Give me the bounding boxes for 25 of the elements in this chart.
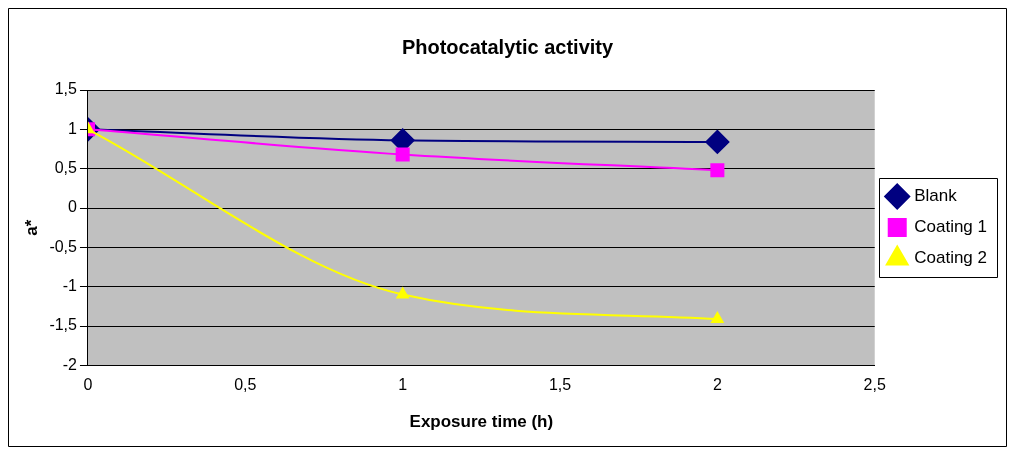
x-tick-label: 0,5 bbox=[234, 376, 257, 394]
x-tick-label: 2,5 bbox=[863, 376, 886, 394]
x-tick-label: 0 bbox=[83, 376, 93, 394]
y-tick-label: -1,5 bbox=[49, 316, 78, 334]
y-tick-label: -0,5 bbox=[49, 237, 78, 255]
legend-label: Blank bbox=[914, 186, 958, 206]
chart-title: Photocatalytic activity bbox=[401, 35, 614, 58]
y-tick-label: 0 bbox=[68, 198, 78, 216]
point bbox=[396, 287, 409, 299]
y-tick-label: -1 bbox=[62, 277, 78, 295]
y-tick-label: -2 bbox=[62, 355, 78, 373]
x-tick-label: 1 bbox=[398, 376, 408, 394]
x-tick-label: 2 bbox=[712, 376, 722, 394]
y-axis-title: a* bbox=[21, 219, 41, 236]
y-tick-label: 1 bbox=[68, 119, 78, 137]
legend-label: Coating 2 bbox=[914, 248, 988, 268]
point bbox=[705, 129, 730, 154]
y-tick-label: 0,5 bbox=[54, 159, 78, 177]
x-axis-title: Exposure time (h) bbox=[409, 412, 554, 432]
y-tick-label: 1,5 bbox=[54, 80, 78, 98]
point bbox=[395, 147, 410, 162]
legend-label: Coating 1 bbox=[914, 217, 988, 237]
point bbox=[710, 163, 725, 178]
x-tick-label: 1,5 bbox=[548, 376, 572, 394]
point bbox=[711, 311, 724, 323]
